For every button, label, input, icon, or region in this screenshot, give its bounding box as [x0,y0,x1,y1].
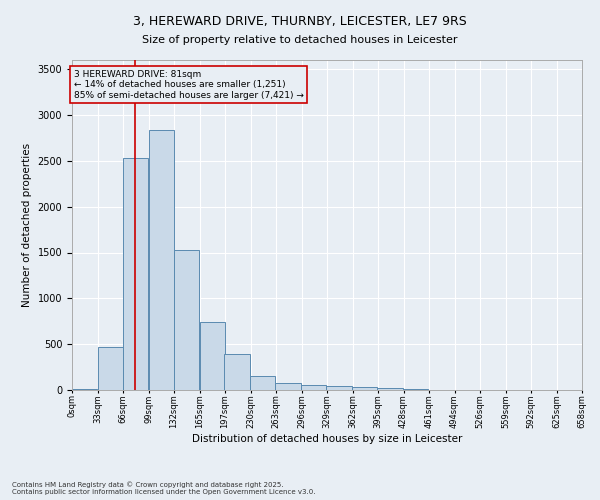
Bar [224,354,250,390]
Bar [275,383,301,390]
Bar [200,322,225,390]
Text: 3, HEREWARD DRIVE, THURNBY, LEICESTER, LE7 9RS: 3, HEREWARD DRIVE, THURNBY, LEICESTER, L… [133,15,467,28]
Bar [326,386,352,390]
Y-axis label: Number of detached properties: Number of detached properties [22,143,32,307]
Bar [123,158,148,390]
Bar [174,250,199,390]
Text: 3 HEREWARD DRIVE: 81sqm
← 14% of detached houses are smaller (1,251)
85% of semi: 3 HEREWARD DRIVE: 81sqm ← 14% of detache… [74,70,304,100]
Bar [98,347,123,390]
Bar [72,388,97,390]
Bar [301,385,326,390]
Bar [377,388,403,390]
Bar [149,130,174,390]
X-axis label: Distribution of detached houses by size in Leicester: Distribution of detached houses by size … [192,434,462,444]
Bar [352,387,377,390]
Bar [250,376,275,390]
Bar [403,389,428,390]
Text: Size of property relative to detached houses in Leicester: Size of property relative to detached ho… [142,35,458,45]
Text: Contains HM Land Registry data © Crown copyright and database right 2025.
Contai: Contains HM Land Registry data © Crown c… [12,482,316,495]
